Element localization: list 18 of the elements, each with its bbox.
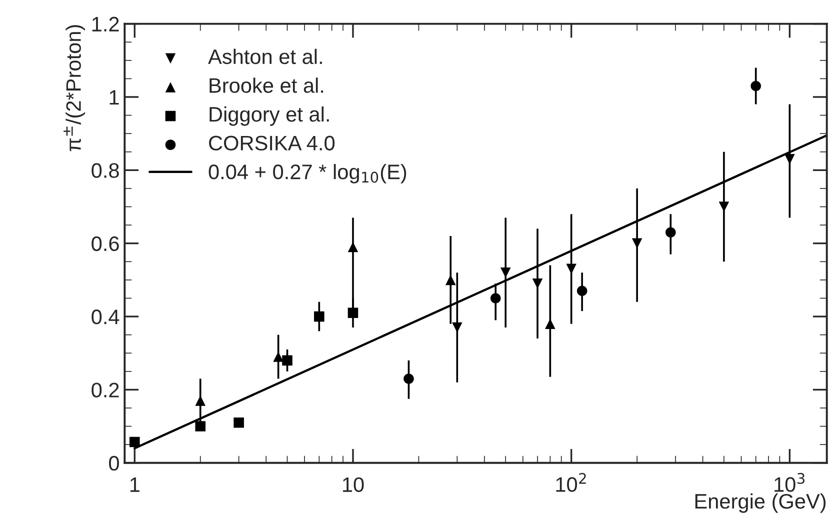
y-tick-label: 1.2 (92, 16, 119, 32)
y-axis-title: π$^{±}$/(2*Proton) (64, 25, 86, 152)
x-tick-label: 1 (130, 478, 140, 492)
legend-label: CORSIKA 4.0 (209, 136, 335, 150)
y-tick-label: 0.4 (92, 310, 120, 324)
x-tick-label: 10$^{2}$ (556, 472, 586, 492)
y-tick-label: 0.8 (92, 163, 119, 178)
y-tick-label: 0.2 (92, 382, 119, 398)
y-tick-label: 1 (110, 90, 119, 105)
legend-label: Diggory et al. (210, 106, 329, 126)
x-tick-label: 10 (342, 477, 364, 492)
y-tick-label: 0 (109, 456, 119, 471)
legend-label: Brooke et al. (210, 78, 324, 93)
x-tick-label: 10$^{3}$ (774, 472, 804, 492)
y-tick-label: 0.6 (92, 236, 119, 252)
legend-label: Ashton et al. (208, 48, 322, 64)
x-axis-title: Energie (GeV) (695, 493, 826, 513)
legend-label: 0.04 + 0.27 * log$_{10}$(E) (208, 164, 406, 184)
